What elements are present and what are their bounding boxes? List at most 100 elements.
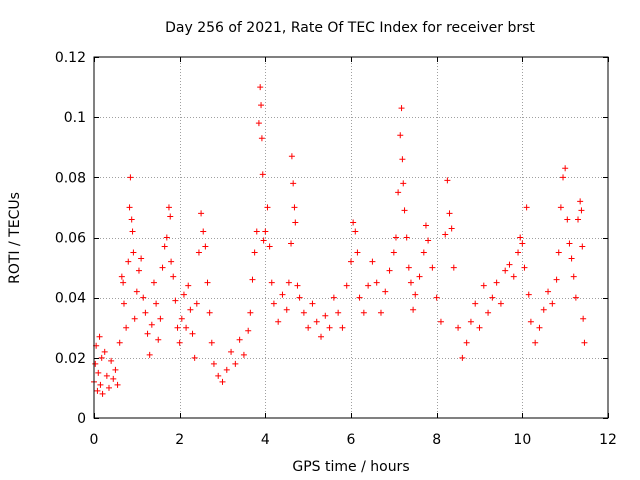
- data-point: [223, 366, 230, 373]
- data-point: [581, 339, 588, 346]
- data-point: [560, 174, 567, 181]
- data-point: [228, 348, 235, 355]
- y-tick-label: 0.1: [64, 110, 86, 126]
- data-point: [369, 258, 376, 265]
- data-point: [313, 318, 320, 325]
- data-point: [339, 324, 346, 331]
- data-point: [283, 306, 290, 313]
- data-point: [133, 288, 140, 295]
- chart-title: Day 256 of 2021, Rate Of TEC Index for r…: [165, 20, 535, 36]
- data-point: [98, 354, 105, 361]
- data-point: [150, 279, 157, 286]
- data-point: [275, 318, 282, 325]
- data-point: [579, 243, 586, 250]
- data-point: [120, 300, 127, 307]
- data-point: [392, 234, 399, 241]
- data-point: [502, 267, 509, 274]
- data-point: [521, 264, 528, 271]
- data-point: [410, 306, 417, 313]
- data-point: [433, 294, 440, 301]
- data-point: [416, 273, 423, 280]
- data-point: [549, 300, 556, 307]
- data-point: [517, 234, 524, 241]
- data-point: [493, 279, 500, 286]
- data-point: [568, 255, 575, 262]
- data-point: [236, 336, 243, 343]
- data-point: [155, 336, 162, 343]
- data-point: [322, 312, 329, 319]
- y-axis-label: ROTI / TECUs: [7, 192, 23, 284]
- data-point: [291, 204, 298, 211]
- data-point: [442, 231, 449, 238]
- data-point: [395, 189, 402, 196]
- data-point: [540, 306, 547, 313]
- data-point: [202, 243, 209, 250]
- data-point: [525, 291, 532, 298]
- x-axis-label: GPS time / hours: [292, 459, 409, 475]
- data-point: [405, 264, 412, 271]
- data-point: [123, 324, 130, 331]
- data-point: [253, 228, 260, 235]
- data-point: [99, 390, 106, 397]
- data-point: [130, 249, 137, 256]
- data-point: [258, 102, 265, 109]
- data-point: [485, 309, 492, 316]
- data-point: [425, 237, 432, 244]
- data-point: [189, 330, 196, 337]
- data-point: [174, 324, 181, 331]
- points-layer: [91, 84, 588, 397]
- data-point: [232, 360, 239, 367]
- data-point: [285, 279, 292, 286]
- data-point: [422, 222, 429, 229]
- data-point: [195, 249, 202, 256]
- data-point: [142, 309, 149, 316]
- data-point: [279, 291, 286, 298]
- x-tick-label: 4: [261, 432, 270, 448]
- data-point: [455, 324, 462, 331]
- data-point: [129, 228, 136, 235]
- data-point: [112, 366, 119, 373]
- data-point: [131, 315, 138, 322]
- data-point: [467, 318, 474, 325]
- data-point: [198, 210, 205, 217]
- data-point: [255, 120, 262, 127]
- data-point: [176, 339, 183, 346]
- data-point: [412, 291, 419, 298]
- data-point: [536, 324, 543, 331]
- data-point: [257, 84, 264, 91]
- data-point: [103, 372, 110, 379]
- data-point: [92, 360, 99, 367]
- data-point: [97, 381, 104, 388]
- data-point: [144, 330, 151, 337]
- data-point: [309, 300, 316, 307]
- data-point: [450, 264, 457, 271]
- data-point: [288, 240, 295, 247]
- data-point: [305, 324, 312, 331]
- data-point: [165, 204, 172, 211]
- data-point: [489, 294, 496, 301]
- data-point: [407, 279, 414, 286]
- data-point: [125, 258, 132, 265]
- data-point: [390, 249, 397, 256]
- data-point: [463, 339, 470, 346]
- data-point: [266, 243, 273, 250]
- y-tick-label: 0.04: [55, 291, 86, 307]
- data-point: [163, 234, 170, 241]
- data-point: [264, 204, 271, 211]
- data-point: [251, 249, 258, 256]
- data-point: [161, 243, 168, 250]
- data-point: [352, 228, 359, 235]
- data-point: [365, 282, 372, 289]
- data-point: [215, 372, 222, 379]
- y-tick-label: 0.08: [55, 170, 86, 186]
- y-tick-label: 0.06: [55, 231, 86, 247]
- data-point: [270, 300, 277, 307]
- data-point: [262, 228, 269, 235]
- data-point: [566, 240, 573, 247]
- data-point: [318, 333, 325, 340]
- data-point: [429, 264, 436, 271]
- grid-layer: [94, 57, 608, 418]
- data-point: [545, 288, 552, 295]
- data-point: [206, 309, 213, 316]
